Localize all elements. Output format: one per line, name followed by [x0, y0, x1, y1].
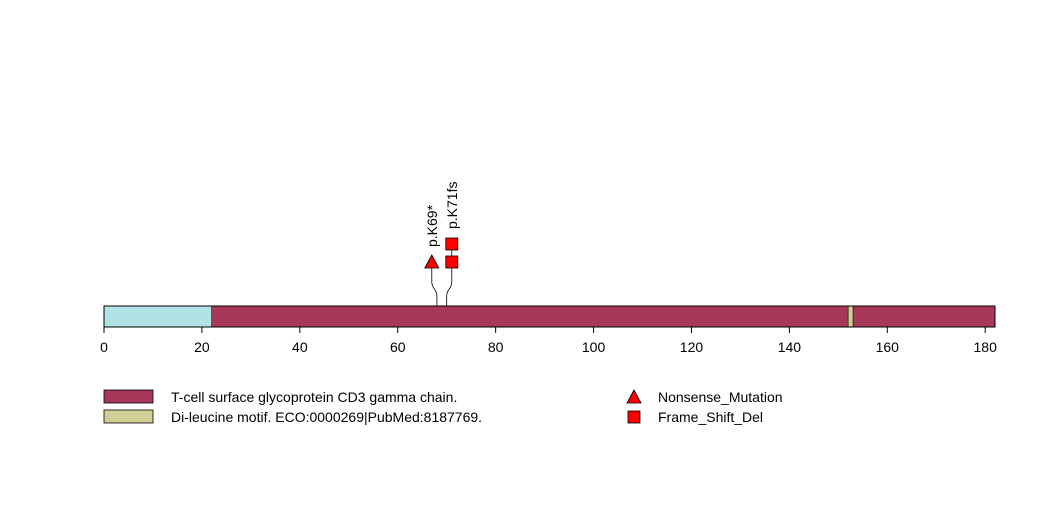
legend: T-cell surface glycoprotein CD3 gamma ch… — [103, 389, 783, 425]
x-tick-label: 40 — [292, 339, 308, 355]
x-tick-label: 60 — [390, 339, 406, 355]
x-axis: 0 20 40 60 80 100 120 140 160 180 — [100, 327, 997, 355]
legend-frame-shift-marker — [627, 410, 641, 424]
x-tick-label: 140 — [778, 339, 802, 355]
mutation-stem — [431, 268, 438, 306]
protein-outline — [103, 305, 996, 328]
legend-domain-swatch — [103, 389, 154, 404]
legend-mutation-type-label: Frame_Shift_Del — [658, 409, 763, 425]
mutation-stem — [446, 268, 453, 306]
mutation-labels: p.K69* p.K71fs — [424, 182, 460, 247]
legend-domain-label: T-cell surface glycoprotein CD3 gamma ch… — [171, 389, 457, 405]
mutation-markers — [424, 237, 459, 269]
x-tick-label: 80 — [488, 339, 504, 355]
mutation-label: p.K71fs — [444, 182, 460, 229]
frame-shift-del-marker — [445, 255, 459, 269]
x-tick-label: 100 — [582, 339, 606, 355]
frame-shift-del-marker — [445, 237, 459, 251]
x-tick-label: 0 — [100, 339, 108, 355]
x-tick-label: 180 — [974, 339, 998, 355]
mutation-stems — [431, 250, 453, 306]
x-tick-label: 160 — [876, 339, 900, 355]
legend-nonsense-marker — [626, 389, 642, 404]
domain-0 — [211, 306, 995, 327]
mutation-label: p.K69* — [424, 204, 440, 247]
legend-mutation-type-label: Nonsense_Mutation — [658, 389, 783, 405]
x-tick-label: 20 — [194, 339, 210, 355]
protein-backbone-layer — [103, 305, 996, 328]
legend-domain-label: Di-leucine motif. ECO:0000269|PubMed:818… — [171, 409, 482, 425]
x-tick-label: 120 — [680, 339, 704, 355]
legend-domain-swatch — [103, 409, 154, 424]
nonsense-mutation-marker — [424, 254, 440, 269]
domain-1 — [848, 306, 854, 327]
